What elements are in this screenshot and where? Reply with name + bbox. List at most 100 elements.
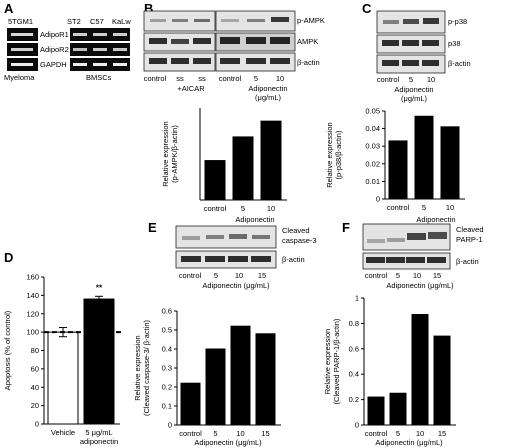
- bar: [232, 136, 254, 201]
- lane-label: control: [219, 74, 242, 83]
- bar: [204, 160, 226, 201]
- panel-b-lane-labels: control ss ss control 5 10 +AICAR Adipon…: [144, 74, 288, 102]
- xgroup-label: (μg/mL): [401, 94, 427, 103]
- lane-label: control: [377, 75, 400, 84]
- lane-label: ss: [198, 74, 206, 83]
- y-axis-label: (p-AMPK/β-actin): [170, 125, 179, 183]
- lane-label: C57: [90, 17, 104, 26]
- panel-a-lane-labels: 5TGM1 ST2 C57 KaLw: [8, 17, 131, 26]
- y-tick-label: 80: [31, 346, 39, 355]
- blot-label: p-p38: [448, 17, 467, 26]
- y-axis-label: Relative expression: [133, 335, 142, 400]
- chart-e: 0 0.1 0.2 0.3 0.4 0.5 0.6 control 5 10 15 Relative …: [133, 307, 281, 447]
- blot-label: Cleaved: [456, 225, 484, 234]
- panel-d-label: D: [4, 250, 13, 265]
- bar: [433, 335, 451, 426]
- x-tick-label: 10: [267, 204, 275, 213]
- significance-marker: **: [96, 283, 103, 292]
- y-tick-label: 0.2: [349, 395, 359, 404]
- y-tick-label: 0: [35, 420, 39, 429]
- x-tick-label: 5 μg/mL: [85, 428, 112, 437]
- blot-label: AdipoR2: [40, 45, 69, 54]
- y-tick-label: 0.4: [349, 370, 359, 379]
- y-axis-label: (Cleaved PARP-1/β-actin): [332, 318, 341, 404]
- y-tick-label: 0.01: [365, 177, 380, 186]
- y-axis-label: Relative expression: [161, 121, 170, 186]
- panel-f-blot-labels: Cleaved PARP-1 β-actin: [456, 225, 484, 266]
- panel-a-gel-bmsc: [70, 28, 130, 71]
- panel-a-gel-myeloma: [7, 28, 38, 71]
- blot-label: p38: [448, 39, 461, 48]
- group-label-myeloma: Myeloma: [4, 73, 35, 82]
- y-tick-label: 40: [31, 383, 39, 392]
- bar: [230, 325, 251, 426]
- panel-c-blots: [376, 10, 446, 74]
- x-tick-label: control: [365, 429, 388, 438]
- x-tick-label: 15: [261, 429, 269, 438]
- blot-label: β-actin: [456, 257, 479, 266]
- lane-label: 5: [409, 75, 413, 84]
- x-axis-label: Adiponectin: [235, 215, 274, 224]
- y-tick-label: 0.1: [162, 402, 172, 411]
- x-axis-label: Adiponectin: [416, 215, 455, 224]
- bar: [260, 120, 282, 201]
- chart-d: 0 20 40 60 80 100 120 140 160 Vehicle 5 μg/mLadipo…: [3, 273, 124, 446]
- y-tick-label: 20: [31, 401, 39, 410]
- y-tick-label: 1: [355, 294, 359, 303]
- x-axis-label: Adiponectin (μg/mL): [375, 438, 443, 447]
- panel-b-label: B: [144, 1, 153, 16]
- y-tick-label: 160: [26, 273, 39, 282]
- y-tick-label: 0: [376, 195, 380, 204]
- y-tick-label: 0.6: [162, 307, 172, 316]
- y-axis-label: (Cleaved caspase-3/ β-actin): [142, 319, 151, 416]
- bar: [389, 392, 407, 426]
- xgroup-label: Adiponectin (μg/mL): [386, 281, 454, 290]
- y-tick-label: 0.3: [162, 364, 172, 373]
- x-tick-label: 5: [396, 429, 400, 438]
- y-tick-label: 0.03: [365, 142, 380, 151]
- y-tick-label: 0.4: [162, 345, 172, 354]
- x-tick-label: control: [204, 204, 227, 213]
- panel-f-label: F: [342, 220, 350, 235]
- panel-c-label: C: [362, 1, 372, 16]
- blot-label: caspase-3: [282, 236, 317, 245]
- x-tick-label: 10: [416, 429, 424, 438]
- blot-label: Cleaved: [282, 226, 310, 235]
- lane-label: 10: [235, 271, 243, 280]
- lane-label: 5: [254, 74, 258, 83]
- lane-label: control: [144, 74, 167, 83]
- lane-label: 15: [433, 271, 441, 280]
- x-tick-label: control: [179, 429, 202, 438]
- x-tick-label: 5: [422, 203, 426, 212]
- y-tick-label: 0.5: [162, 326, 172, 335]
- y-tick-label: 140: [26, 291, 39, 300]
- panel-f-lane-labels: control 5 10 15 Adiponectin (μg/mL): [365, 271, 454, 290]
- lane-label: 10: [276, 74, 284, 83]
- chart-f: 0 0.2 0.4 0.6 0.8 1 control 5 10 15 Relative expre…: [323, 294, 456, 447]
- y-axis-label: Relative expression: [323, 329, 332, 394]
- bar: [414, 115, 434, 200]
- panel-b-blot-labels: p-AMPK AMPK β-actin: [297, 16, 325, 67]
- y-tick-label: 0: [168, 421, 172, 430]
- blot-label: PARP-1: [456, 235, 483, 244]
- lane-label: KaLw: [112, 17, 131, 26]
- lane-label: 10: [427, 75, 435, 84]
- lane-label: 15: [258, 271, 266, 280]
- bar: [388, 140, 408, 200]
- blot-label: β-actin: [448, 59, 471, 68]
- panel-a-labels-blots: AdipoR1 AdipoR2 GAPDH: [40, 30, 69, 69]
- lane-label: 5: [214, 271, 218, 280]
- blot-label: p-AMPK: [297, 16, 325, 25]
- y-tick-label: 120: [26, 309, 39, 318]
- y-axis-label: (p-p38/β-actin): [334, 130, 343, 179]
- y-axis-label: Apoptosis (% of control): [3, 310, 12, 390]
- bar: [411, 314, 429, 426]
- y-tick-label: 0.02: [365, 159, 380, 168]
- y-tick-label: 60: [31, 364, 39, 373]
- blot-label: AdipoR1: [40, 30, 69, 39]
- panel-e-blot-labels: Cleaved caspase-3 β-actin: [282, 226, 317, 264]
- bar: [367, 396, 385, 426]
- y-tick-label: 0: [355, 421, 359, 430]
- panel-b-blots: [143, 10, 296, 72]
